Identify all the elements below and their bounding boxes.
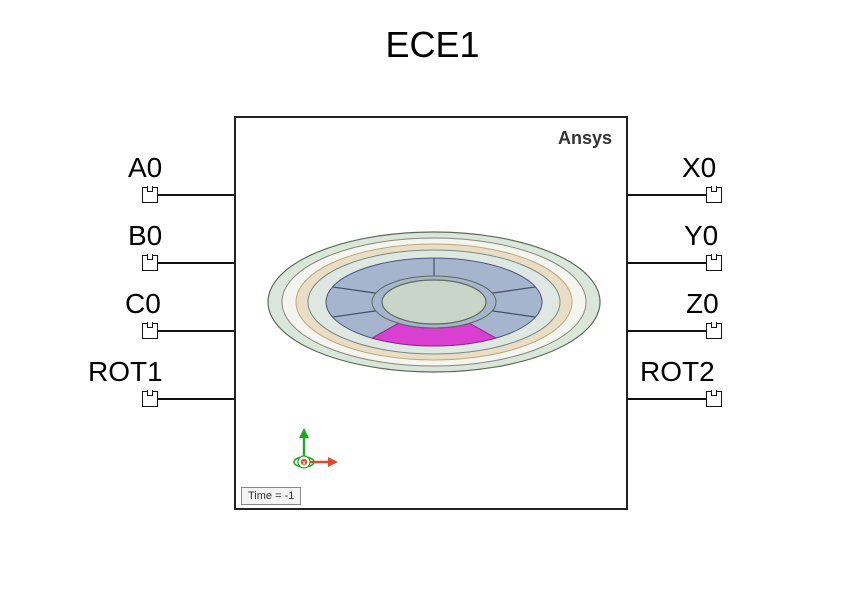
port-label-b0: B0 [128, 220, 162, 252]
port-wire-rot1 [158, 398, 234, 400]
port-wire-z0 [628, 330, 706, 332]
port-wire-x0 [628, 194, 706, 196]
port-terminal-z0[interactable] [706, 323, 722, 339]
port-label-z0: Z0 [686, 288, 719, 320]
port-wire-rot2 [628, 398, 706, 400]
port-label-rot1: ROT1 [88, 356, 163, 388]
port-terminal-c0[interactable] [142, 323, 158, 339]
port-wire-b0 [158, 262, 234, 264]
port-label-c0: C0 [125, 288, 161, 320]
port-terminal-a0[interactable] [142, 187, 158, 203]
coordinate-triad-icon: x [284, 418, 354, 488]
time-indicator: Time = -1 [241, 487, 301, 505]
port-terminal-rot1[interactable] [142, 391, 158, 407]
port-wire-c0 [158, 330, 234, 332]
port-terminal-rot2[interactable] [706, 391, 722, 407]
port-terminal-b0[interactable] [142, 255, 158, 271]
port-wire-a0 [158, 194, 234, 196]
port-terminal-x0[interactable] [706, 187, 722, 203]
block-title: ECE1 [0, 24, 865, 66]
port-label-rot2: ROT2 [640, 356, 715, 388]
port-label-a0: A0 [128, 152, 162, 184]
port-terminal-y0[interactable] [706, 255, 722, 271]
port-wire-y0 [628, 262, 706, 264]
component-box: Ansys x [234, 116, 628, 510]
port-label-y0: Y0 [684, 220, 718, 252]
port-label-x0: X0 [682, 152, 716, 184]
